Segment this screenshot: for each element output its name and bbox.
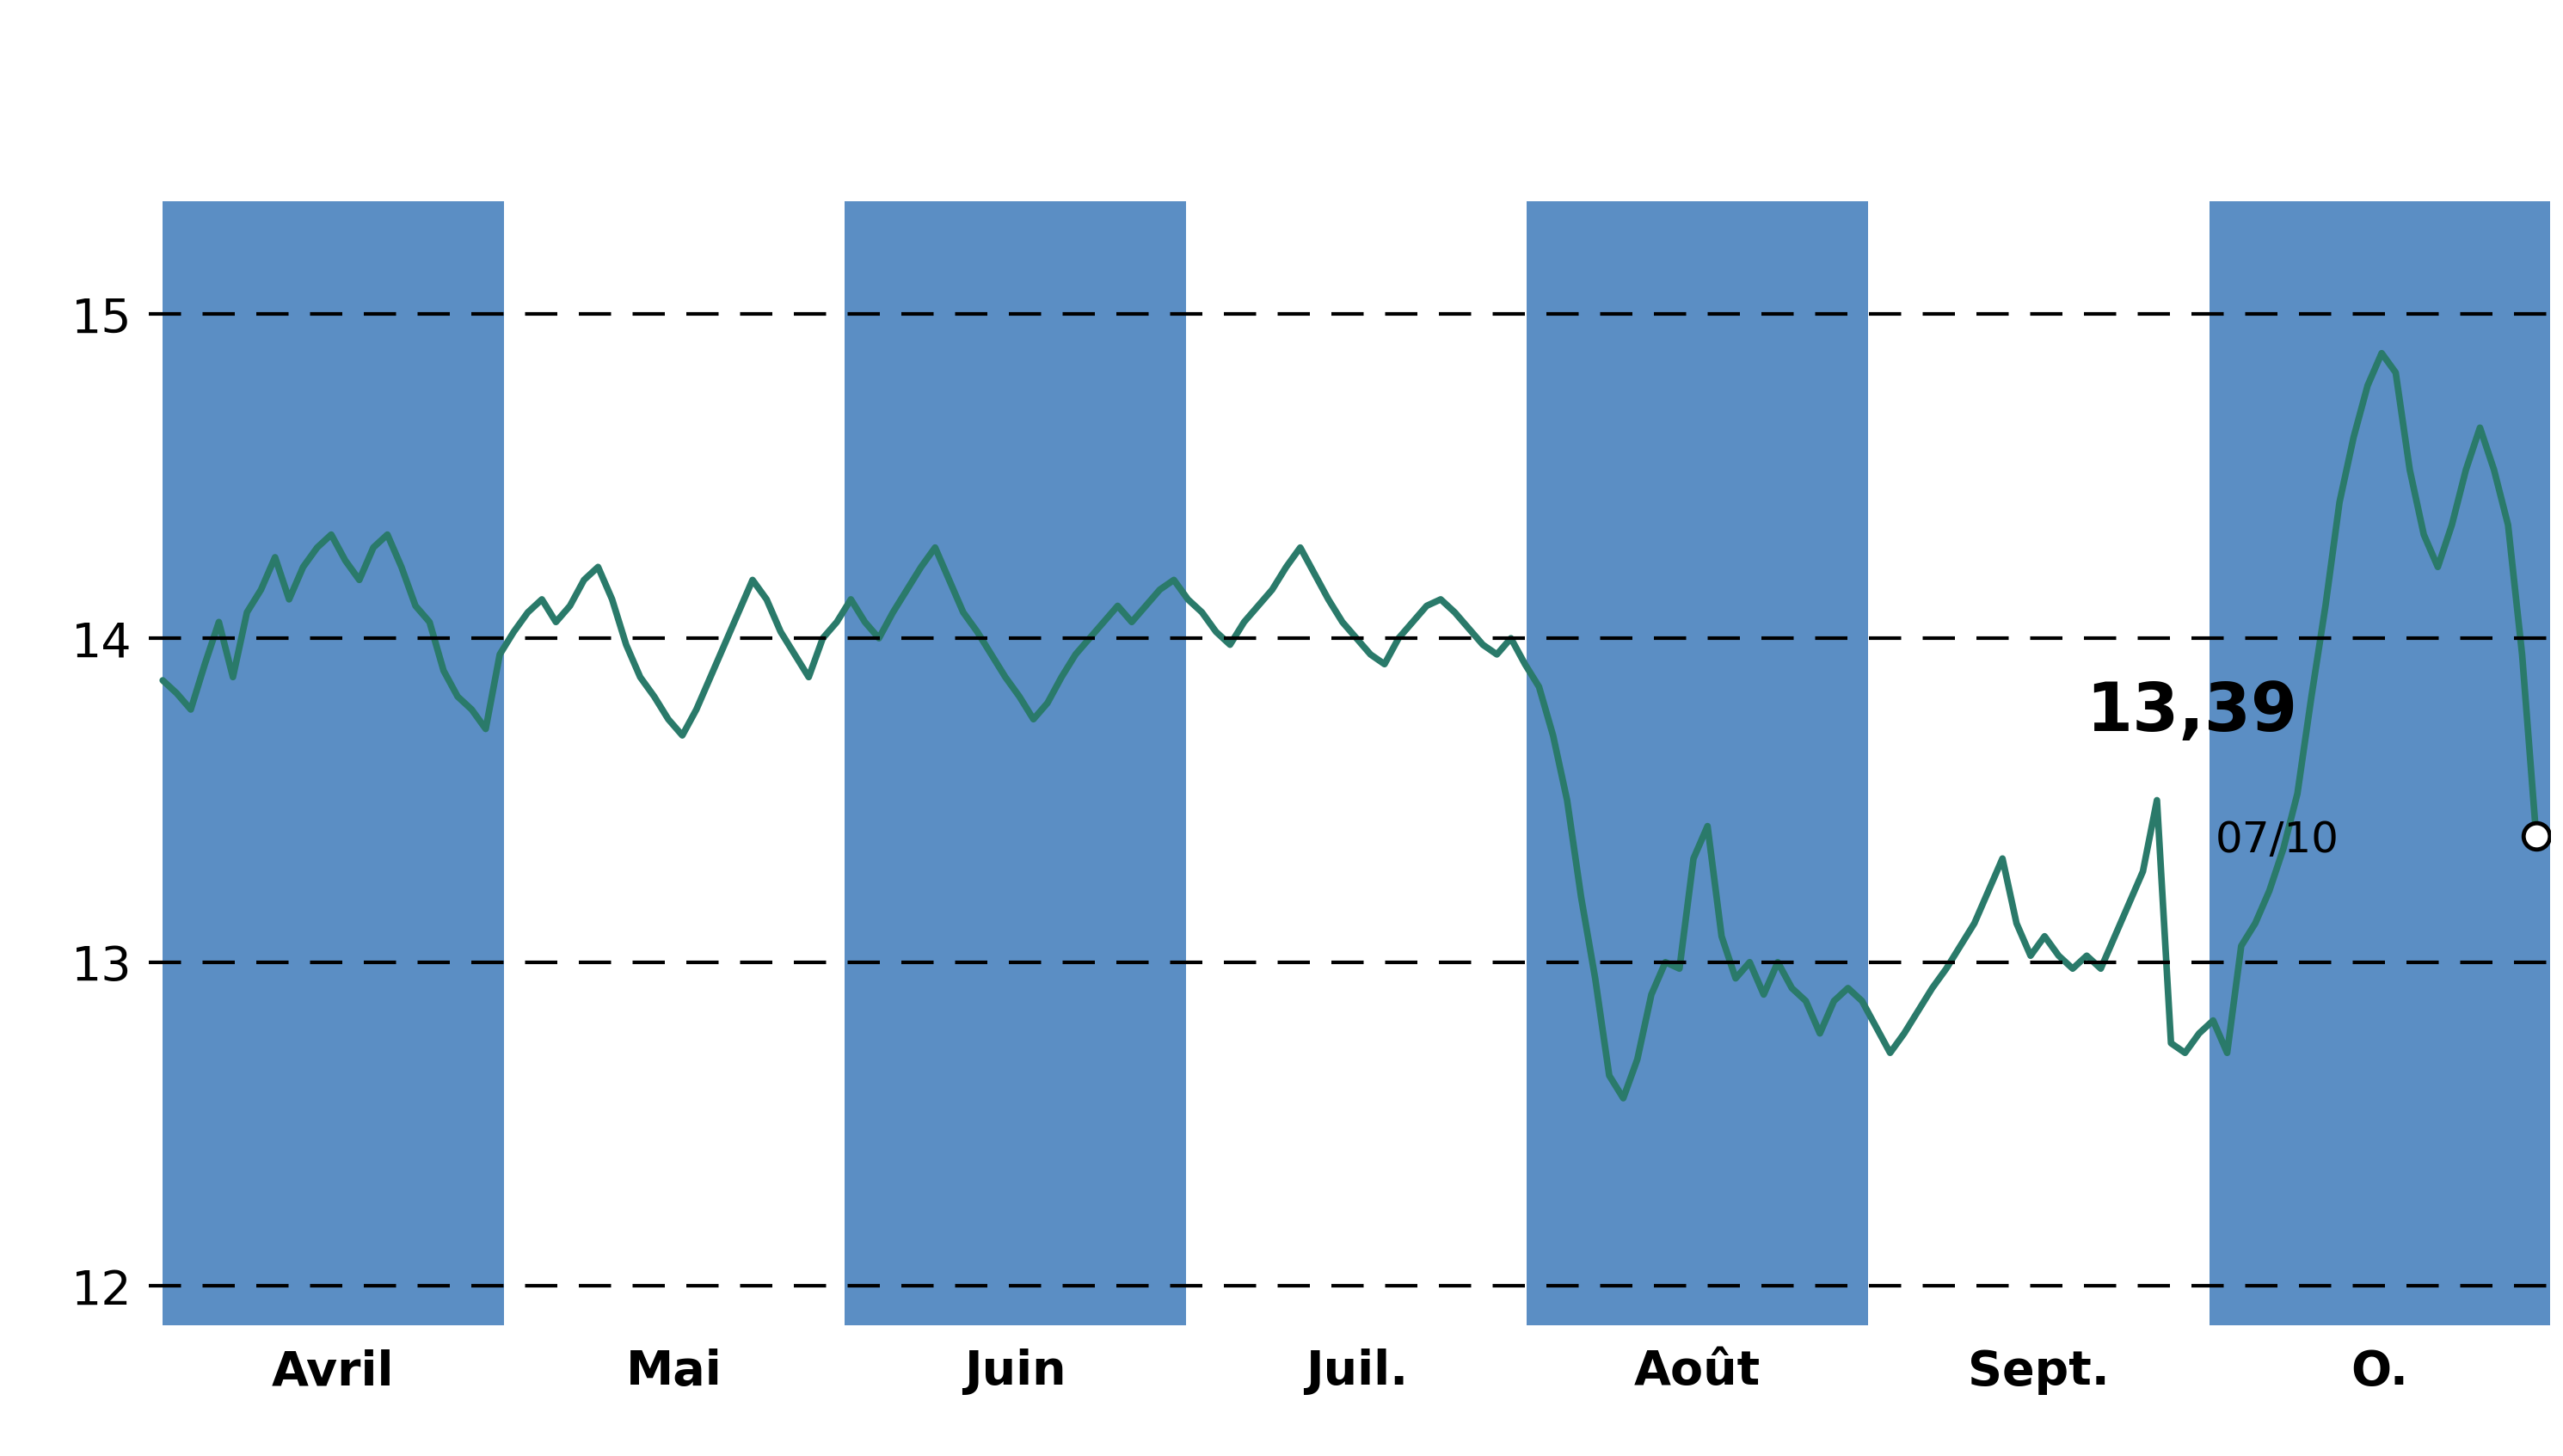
Bar xyxy=(1528,201,1868,1325)
Text: 07/10: 07/10 xyxy=(2214,820,2340,860)
Bar xyxy=(161,201,505,1325)
Bar xyxy=(2209,201,2550,1325)
Text: Gladstone Investment Corporation: Gladstone Investment Corporation xyxy=(349,39,2214,132)
Text: 13,39: 13,39 xyxy=(2086,680,2296,745)
Bar xyxy=(846,201,1187,1325)
